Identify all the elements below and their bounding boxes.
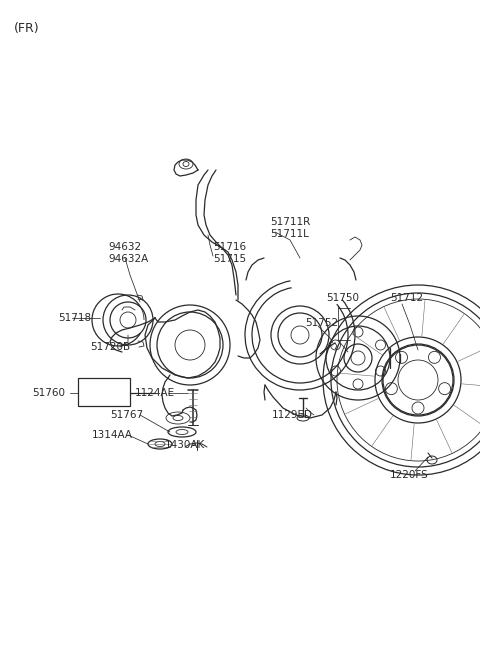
Text: 51716
51715: 51716 51715 — [213, 242, 246, 264]
Text: 51720B: 51720B — [90, 342, 130, 352]
Text: 1220FS: 1220FS — [390, 470, 429, 480]
Text: 51752: 51752 — [305, 318, 338, 328]
Text: (FR): (FR) — [14, 22, 40, 35]
Text: 51760: 51760 — [32, 388, 65, 398]
Text: 1314AA: 1314AA — [92, 430, 133, 440]
Bar — [78, 378, 130, 406]
Text: 51711R
51711L: 51711R 51711L — [270, 217, 310, 239]
Text: 51750: 51750 — [326, 293, 359, 303]
Text: 94632
94632A: 94632 94632A — [108, 242, 148, 264]
Text: 51718: 51718 — [58, 313, 91, 323]
Text: 51767: 51767 — [110, 410, 143, 420]
Text: 1124AE: 1124AE — [135, 388, 175, 398]
Text: 51712: 51712 — [390, 293, 423, 303]
Text: 1430AK: 1430AK — [165, 440, 205, 450]
Text: 1129ED: 1129ED — [272, 410, 313, 420]
